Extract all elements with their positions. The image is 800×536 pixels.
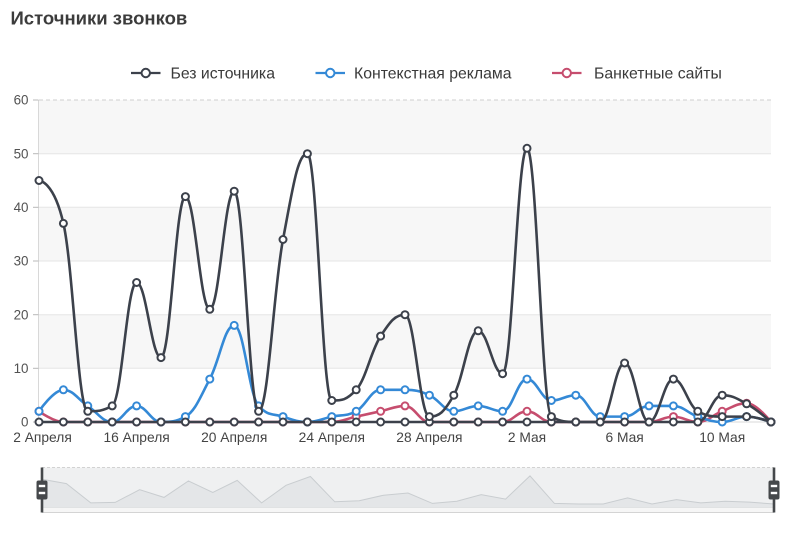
svg-text:2 Мая: 2 Мая (508, 430, 546, 445)
svg-text:50: 50 (14, 146, 29, 161)
svg-text:6 Мая: 6 Мая (605, 430, 643, 445)
svg-text:2 Апреля: 2 Апреля (13, 430, 72, 445)
svg-text:60: 60 (14, 93, 29, 108)
svg-text:Контекстная реклама: Контекстная реклама (354, 65, 512, 82)
svg-text:24 Апреля: 24 Апреля (299, 430, 365, 445)
svg-text:Источники звонков: Источники звонков (11, 8, 188, 29)
svg-text:40: 40 (14, 200, 29, 215)
svg-text:10: 10 (14, 361, 29, 376)
svg-text:Банкетные сайты: Банкетные сайты (594, 65, 722, 82)
svg-text:28 Апреля: 28 Апреля (396, 430, 462, 445)
svg-text:30: 30 (14, 254, 29, 269)
svg-text:0: 0 (21, 415, 28, 430)
svg-text:16 Апреля: 16 Апреля (103, 430, 169, 445)
svg-text:20 Апреля: 20 Апреля (201, 430, 267, 445)
svg-text:10 Мая: 10 Мая (699, 430, 745, 445)
svg-text:Без источника: Без источника (171, 65, 276, 82)
svg-text:20: 20 (14, 307, 29, 322)
